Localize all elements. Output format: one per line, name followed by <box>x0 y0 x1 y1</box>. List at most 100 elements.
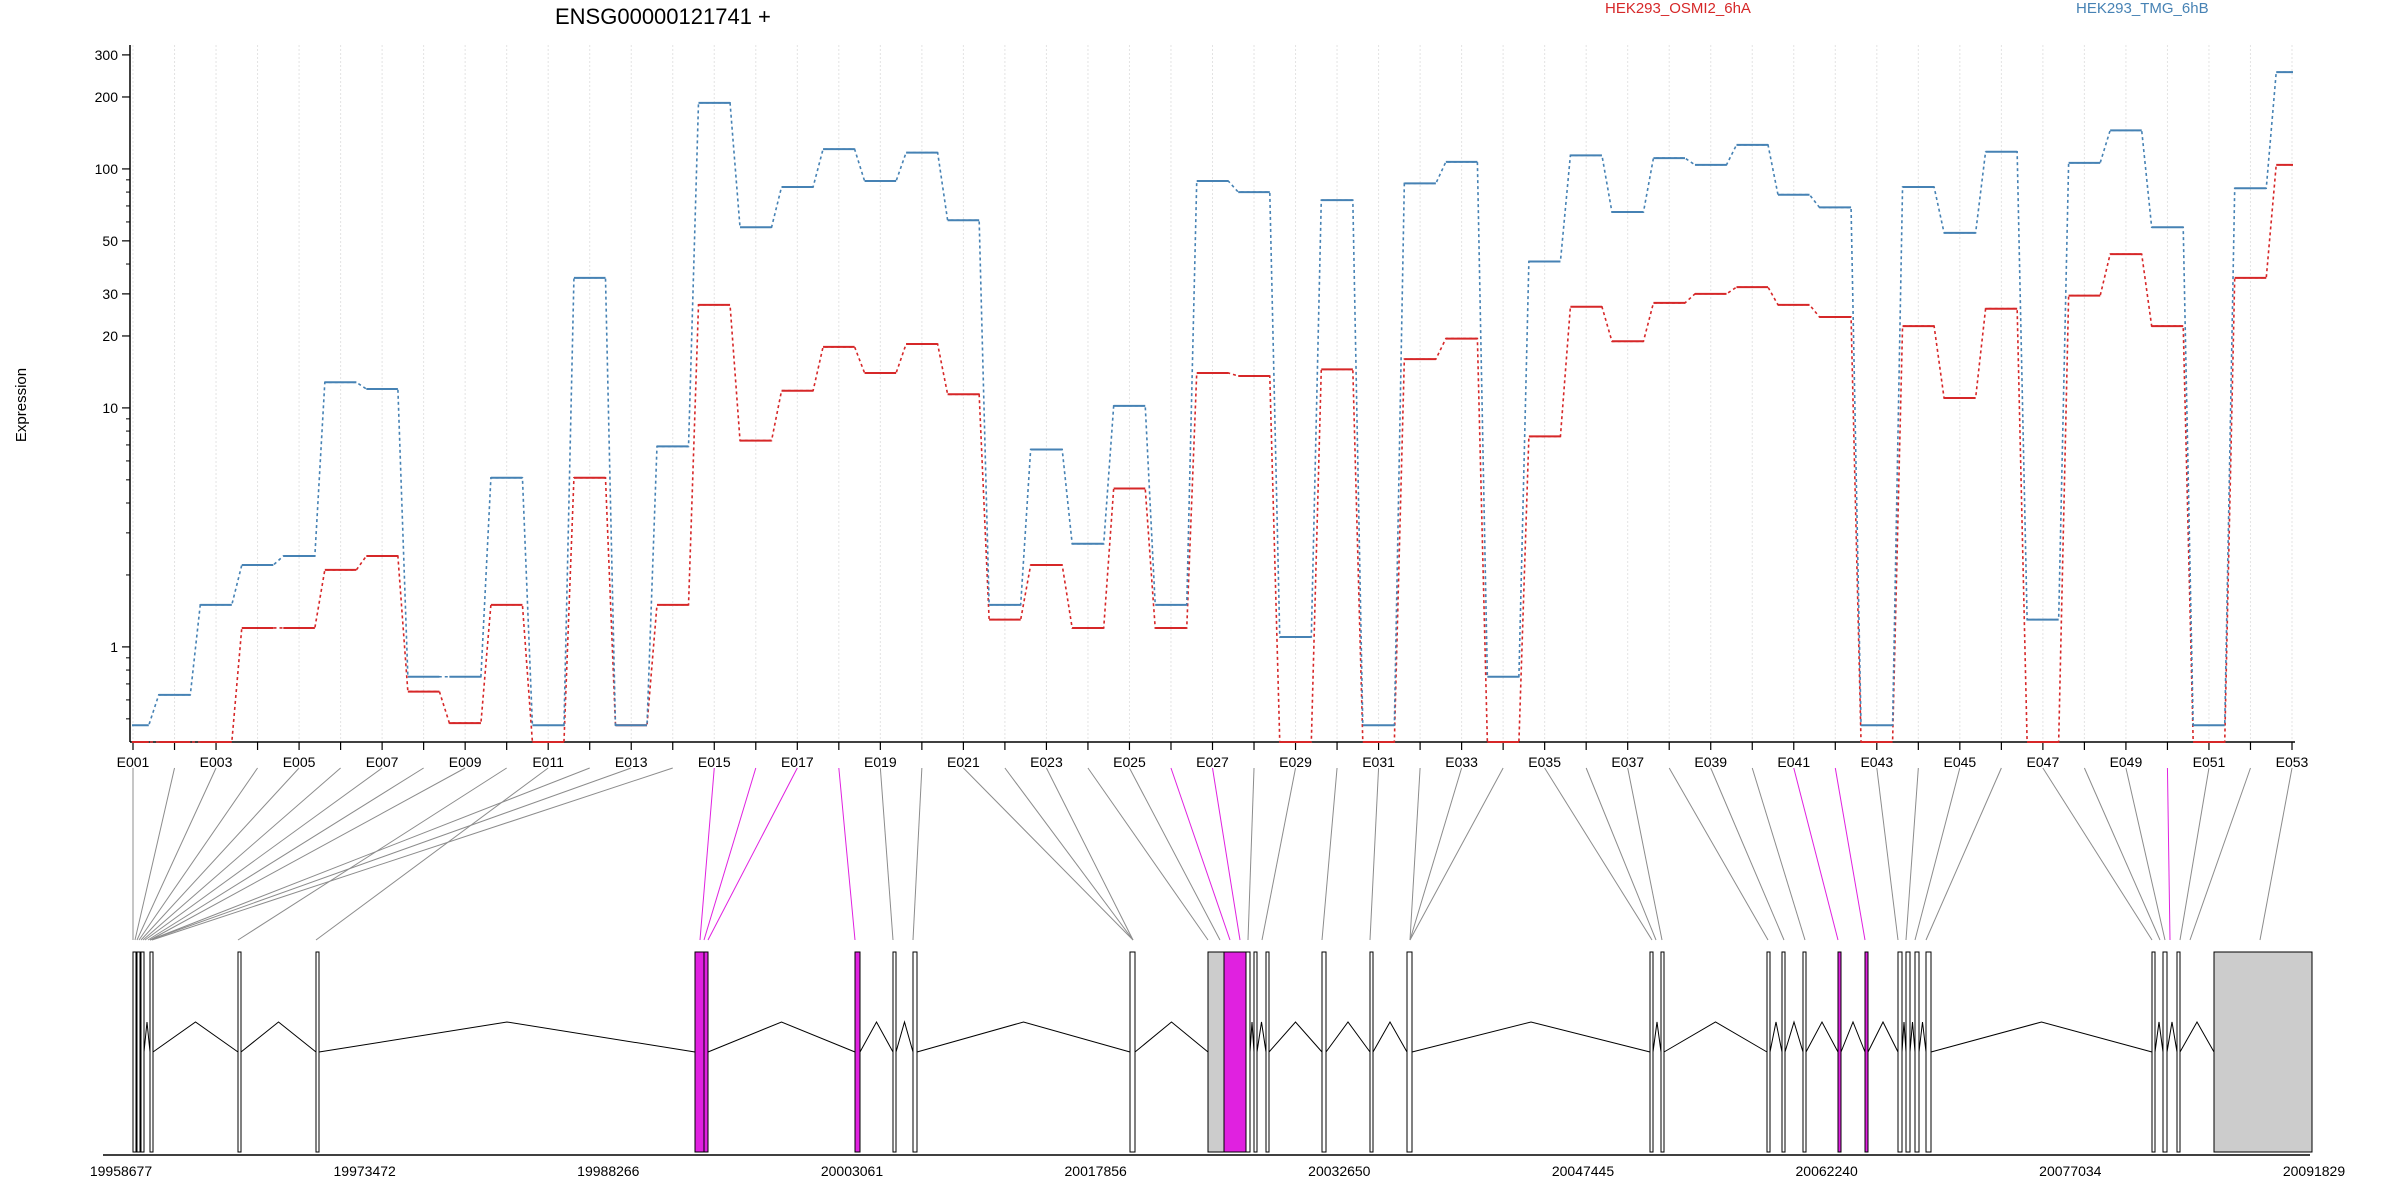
x-tick-label: E053 <box>2276 754 2309 770</box>
exon-box <box>2162 951 2168 1153</box>
intron <box>1769 1021 1783 1053</box>
exon-connector <box>1261 767 1297 941</box>
intron <box>1805 1020 1839 1053</box>
exon-connector <box>1585 767 1657 941</box>
exon-connector <box>149 767 632 941</box>
x-tick-label: E003 <box>200 754 233 770</box>
x-tick-label: E011 <box>532 754 564 770</box>
x-tick-label: E027 <box>1196 754 1229 770</box>
legend-entry-tmg: HEK293_TMG_6hB <box>2076 0 2209 17</box>
exon-box <box>237 951 242 1153</box>
y-axis-label: Expression <box>13 368 30 442</box>
x-tick-label: E037 <box>1611 754 1644 770</box>
intron <box>143 1021 151 1053</box>
exon-connector <box>142 767 341 941</box>
exon-box <box>854 951 861 1153</box>
exon-connector <box>1087 767 1209 941</box>
exon-connector <box>1710 767 1785 941</box>
x-tick-label: E043 <box>1860 754 1893 770</box>
x-tick-label: E049 <box>2110 754 2143 770</box>
x-tick-label: E017 <box>781 754 814 770</box>
series-lines <box>132 71 2293 743</box>
x-tick-label: E005 <box>283 754 316 770</box>
x-tick-label: E001 <box>117 754 150 770</box>
intron <box>1867 1020 1899 1053</box>
x-tick-label: E033 <box>1445 754 1478 770</box>
intron <box>152 1021 239 1053</box>
intron <box>1663 1021 1768 1053</box>
x-tick-label: E009 <box>449 754 482 770</box>
exon-connector <box>1247 767 1255 941</box>
exon-box <box>1406 951 1413 1153</box>
intron <box>318 1021 696 1053</box>
y-tick-label: 30 <box>102 286 118 302</box>
exon-connector <box>1129 767 1221 941</box>
intron <box>2166 1021 2178 1053</box>
coord-label: 19958677 <box>90 1163 153 1179</box>
exon-box <box>1649 951 1654 1153</box>
intron <box>1909 1021 1916 1053</box>
intron <box>859 1020 894 1053</box>
x-tick-label: E039 <box>1694 754 1727 770</box>
exon-connector <box>1751 767 1806 941</box>
exon-box <box>136 951 141 1153</box>
intron <box>1268 1021 1323 1053</box>
exon-connector <box>2259 767 2293 941</box>
exon-connector <box>1793 767 1839 941</box>
exon-connector <box>1905 767 1919 941</box>
x-tick-label: E047 <box>2027 754 2060 770</box>
exon-connector <box>912 767 923 941</box>
coord-label: 19973472 <box>334 1163 397 1179</box>
intron <box>1918 1021 1927 1053</box>
intron <box>1256 1021 1267 1053</box>
exon-connector <box>1876 767 1899 941</box>
coord-label: 20003061 <box>821 1163 884 1179</box>
exon-box <box>1766 951 1771 1153</box>
exon-connector <box>1004 767 1134 941</box>
exon-box <box>149 951 154 1153</box>
exon-connector <box>1170 767 1231 941</box>
exon-connector <box>1627 767 1663 941</box>
exon-connector <box>703 767 757 941</box>
exon-box <box>1837 951 1842 1153</box>
exon-connector <box>140 767 300 941</box>
x-tick-label: E041 <box>1777 754 1810 770</box>
exon-box <box>703 951 709 1153</box>
exon-box <box>1223 951 1247 1153</box>
exon-connector <box>134 767 176 941</box>
axes: 1 10 20 30 50 100 200 300 E001 E003 E005 E007 E009 E0… <box>95 45 2309 770</box>
legend-entry-osmi2: HEK293_OSMI2_6hA <box>1605 0 1751 17</box>
y-tick-label: 1 <box>110 639 118 655</box>
exon-connector <box>1045 767 1134 941</box>
intron <box>240 1021 317 1053</box>
exon-connector <box>838 767 856 941</box>
intron <box>1372 1020 1408 1053</box>
exon-connector <box>707 767 798 941</box>
exon-connector <box>1925 767 2002 941</box>
x-tick-label: E019 <box>864 754 897 770</box>
intron <box>707 1021 856 1053</box>
coord-label: 20077034 <box>2039 1163 2102 1179</box>
exon-connector <box>1668 767 1769 941</box>
x-tick-label: E023 <box>1030 754 1063 770</box>
exon-box <box>1914 951 1920 1153</box>
exon-connector <box>963 767 1134 941</box>
series-osmi2 <box>132 163 2293 743</box>
exon-connector <box>1212 767 1241 941</box>
exon-box <box>1245 951 1251 1153</box>
exon-box <box>1864 951 1869 1153</box>
intron <box>916 1021 1131 1053</box>
y-tick-label: 20 <box>102 328 118 344</box>
exon-box <box>2176 951 2181 1153</box>
exon-connector <box>149 767 466 941</box>
exon-box <box>315 951 320 1153</box>
exon-box <box>1925 951 1932 1153</box>
exon-box <box>1207 951 1225 1153</box>
exon-box <box>2151 951 2156 1153</box>
exon-box <box>1265 951 1270 1153</box>
exon-box <box>912 951 918 1153</box>
exon-box <box>1321 951 1327 1153</box>
intron <box>1840 1020 1866 1053</box>
vertical-gridlines <box>132 45 2293 742</box>
x-tick-label: E031 <box>1362 754 1395 770</box>
